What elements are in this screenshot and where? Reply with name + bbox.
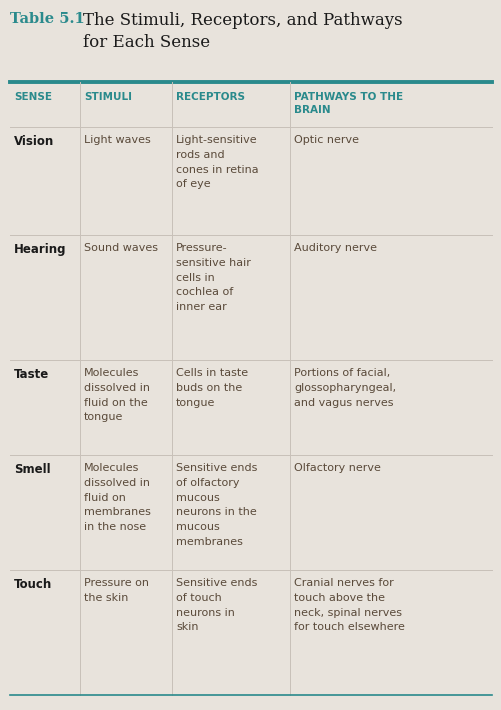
Text: Light-sensitive
rods and
cones in retina
of eye: Light-sensitive rods and cones in retina… — [176, 135, 258, 190]
Text: SENSE: SENSE — [14, 92, 52, 102]
Text: Sound waves: Sound waves — [84, 243, 158, 253]
Text: Sensitive ends
of touch
neurons in
skin: Sensitive ends of touch neurons in skin — [176, 578, 257, 633]
Text: STIMULI: STIMULI — [84, 92, 132, 102]
Text: Portions of facial,
glossopharyngeal,
and vagus nerves: Portions of facial, glossopharyngeal, an… — [294, 368, 395, 408]
Text: Vision: Vision — [14, 135, 54, 148]
Text: Pressure on
the skin: Pressure on the skin — [84, 578, 149, 603]
Text: Smell: Smell — [14, 463, 51, 476]
Text: Taste: Taste — [14, 368, 49, 381]
Text: Table 5.1: Table 5.1 — [10, 12, 85, 26]
Text: Auditory nerve: Auditory nerve — [294, 243, 376, 253]
Text: Olfactory nerve: Olfactory nerve — [294, 463, 380, 473]
Text: RECEPTORS: RECEPTORS — [176, 92, 244, 102]
Text: Cells in taste
buds on the
tongue: Cells in taste buds on the tongue — [176, 368, 247, 408]
Text: Molecules
dissolved in
fluid on the
tongue: Molecules dissolved in fluid on the tong… — [84, 368, 150, 422]
Text: Touch: Touch — [14, 578, 52, 591]
Text: Optic nerve: Optic nerve — [294, 135, 358, 145]
Text: Hearing: Hearing — [14, 243, 66, 256]
Text: Cranial nerves for
touch above the
neck, spinal nerves
for touch elsewhere: Cranial nerves for touch above the neck,… — [294, 578, 404, 633]
Text: The Stimuli, Receptors, and Pathways: The Stimuli, Receptors, and Pathways — [83, 12, 402, 29]
Text: for Each Sense: for Each Sense — [83, 34, 210, 51]
Text: Light waves: Light waves — [84, 135, 150, 145]
Text: Sensitive ends
of olfactory
mucous
neurons in the
mucous
membranes: Sensitive ends of olfactory mucous neuro… — [176, 463, 257, 547]
Text: Pressure-
sensitive hair
cells in
cochlea of
inner ear: Pressure- sensitive hair cells in cochle… — [176, 243, 250, 312]
Text: Molecules
dissolved in
fluid on
membranes
in the nose: Molecules dissolved in fluid on membrane… — [84, 463, 151, 532]
Text: PATHWAYS TO THE
BRAIN: PATHWAYS TO THE BRAIN — [294, 92, 402, 115]
